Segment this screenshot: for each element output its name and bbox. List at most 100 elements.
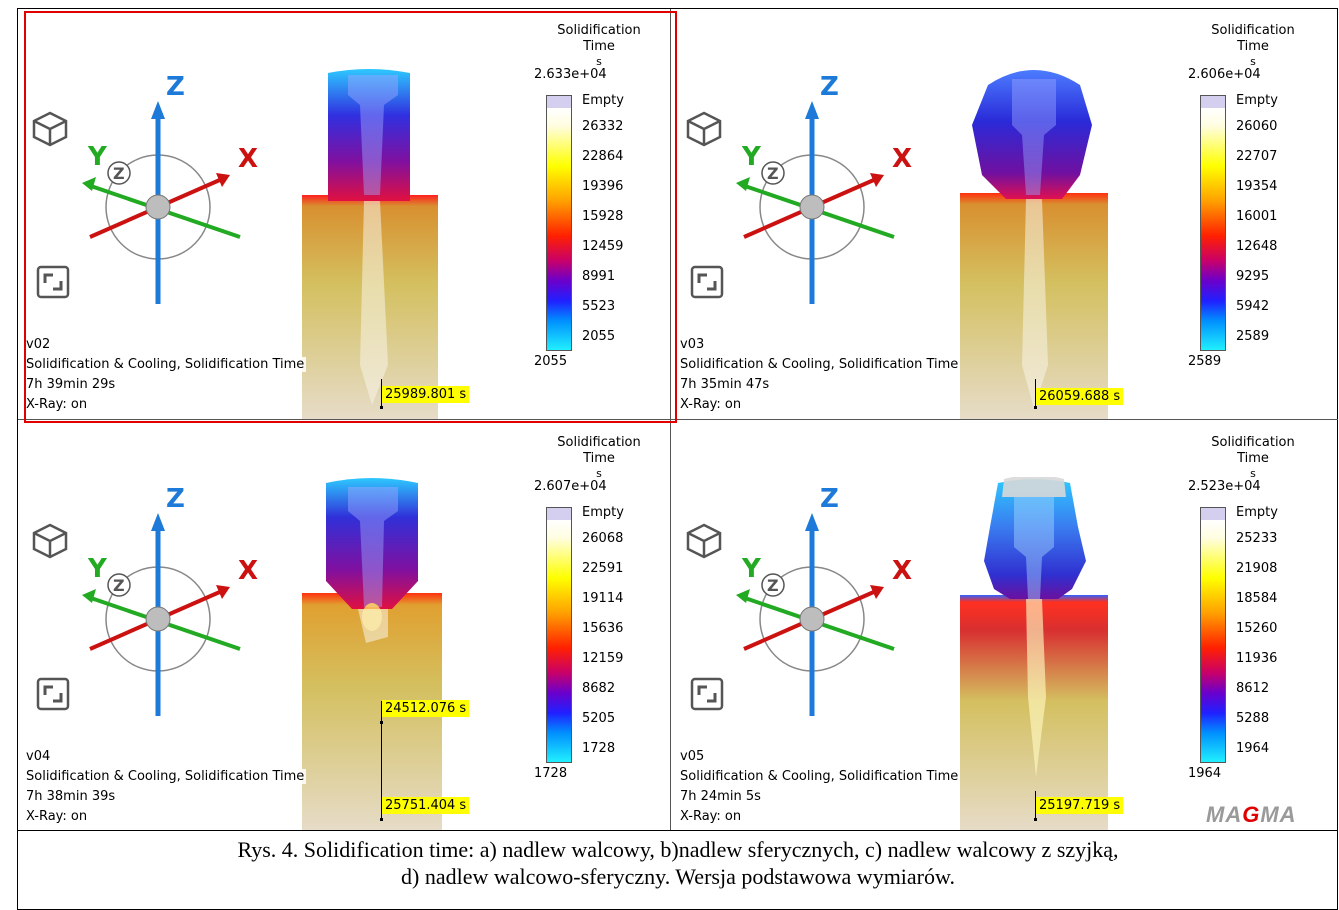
y-axis-label: Y	[87, 142, 108, 172]
z-arrow	[151, 101, 165, 119]
axis-origin-sphere[interactable]	[799, 606, 825, 632]
z-arrow	[805, 513, 819, 531]
riser-top	[1002, 477, 1066, 497]
legend-tick: 19396	[582, 179, 624, 194]
isometric-view-icon[interactable]	[684, 521, 724, 561]
axis-triad[interactable]: Z Z Y X	[18, 421, 318, 721]
casting-model[interactable]	[288, 65, 518, 419]
legend-min: 1964	[1188, 766, 1222, 781]
legend-tick: 26068	[582, 531, 624, 546]
fit-view-icon[interactable]	[36, 677, 70, 711]
legend-empty: Empty	[1236, 93, 1278, 108]
shrinkage-zone	[360, 201, 388, 405]
legend-tick: 12459	[582, 239, 624, 254]
caption-line-1: Rys. 4. Solidification time: a) nadlew w…	[237, 837, 1119, 862]
riser-shape	[326, 478, 418, 609]
viewport-v04[interactable]: Z Z Y X Solidification Time s 2.607e+04 E…	[18, 421, 670, 831]
legend-max: 2.523e+04	[1188, 479, 1261, 494]
xray-label: X-Ray: on	[678, 397, 744, 412]
z-rotate-icon[interactable]	[107, 573, 131, 597]
axis-origin-sphere[interactable]	[145, 606, 171, 632]
probe-point[interactable]	[380, 721, 383, 724]
fit-view-icon[interactable]	[690, 265, 724, 299]
axis-origin-sphere[interactable]	[145, 194, 171, 220]
axis-triad[interactable]: Z Z Y X	[672, 9, 972, 309]
y-axis-label: Y	[87, 554, 108, 584]
probe-value[interactable]: 25751.404 s	[382, 797, 470, 814]
color-scale-bar[interactable]	[546, 507, 572, 763]
legend-tick: 5942	[1236, 299, 1270, 314]
axis-origin-sphere[interactable]	[799, 194, 825, 220]
casting-model[interactable]	[942, 477, 1172, 831]
fit-view-icon[interactable]	[36, 265, 70, 299]
version-label: v05	[678, 749, 707, 764]
z-rotate-icon[interactable]	[107, 161, 131, 185]
fit-view-icon[interactable]	[690, 677, 724, 711]
legend-unit: s	[596, 55, 602, 68]
version-label: v02	[24, 337, 53, 352]
time-label: 7h 39min 29s	[24, 377, 118, 392]
hot-spot-core	[1012, 79, 1056, 195]
isometric-view-icon[interactable]	[30, 521, 70, 561]
legend-tick: 15928	[582, 209, 624, 224]
legend-min: 2589	[1188, 354, 1222, 369]
x-axis-label: X	[238, 144, 258, 174]
axis-triad[interactable]: Z Z Y X	[672, 421, 972, 721]
probe-value[interactable]: 25197.719 s	[1036, 797, 1124, 814]
y-arrow	[736, 589, 750, 603]
module-label: Solidification & Cooling, Solidification…	[678, 769, 961, 784]
y-axis-label: Y	[741, 142, 762, 172]
legend-tick: 12648	[1236, 239, 1278, 254]
legend-empty: Empty	[582, 93, 624, 108]
color-scale-bar[interactable]	[546, 95, 572, 351]
color-scale-bar[interactable]	[1200, 507, 1226, 763]
z-rotate-label: Z	[113, 164, 125, 183]
legend-tick: 8991	[582, 269, 616, 284]
x-axis-label: X	[238, 556, 258, 586]
isometric-view-icon[interactable]	[684, 109, 724, 149]
y-arrow	[82, 589, 96, 603]
legend-title: Solidification Time	[557, 23, 641, 54]
casting-model[interactable]	[942, 65, 1172, 419]
viewport-v05[interactable]: Z Z Y X Solidification Time s 2.523e+04 E…	[672, 421, 1324, 831]
legend-tick: 5523	[582, 299, 616, 314]
viewport-v03[interactable]: Z Z Y X Solidification Time s 2.606e+04 E…	[672, 9, 1324, 419]
legend-tick: 21908	[1236, 561, 1278, 576]
hot-spot-core	[348, 487, 398, 607]
legend-max: 2.607e+04	[534, 479, 607, 494]
legend-tick: 8612	[1236, 681, 1270, 696]
viewport-v02[interactable]: Z Z Y X Solidification Time s 2.633e+04 E…	[18, 9, 670, 419]
legend-unit: s	[596, 467, 602, 480]
x-arrow	[216, 173, 230, 187]
z-rotate-icon[interactable]	[761, 161, 785, 185]
probe-point[interactable]	[380, 818, 383, 821]
legend-tick: 22591	[582, 561, 624, 576]
probe-point[interactable]	[1034, 818, 1037, 821]
probe-point[interactable]	[1034, 406, 1037, 409]
legend-tick: 19114	[582, 591, 624, 606]
legend-tick: 9295	[1236, 269, 1270, 284]
legend-max: 2.606e+04	[1188, 67, 1261, 82]
z-rotate-label: Z	[767, 576, 779, 595]
isometric-view-icon[interactable]	[30, 109, 70, 149]
axis-triad[interactable]: Z Z Y X	[18, 9, 318, 309]
x-arrow	[216, 585, 230, 599]
module-label: Solidification & Cooling, Solidification…	[24, 357, 307, 372]
version-label: v03	[678, 337, 707, 352]
y-arrow	[82, 177, 96, 191]
z-rotate-label: Z	[113, 576, 125, 595]
legend-title: Solidification Time	[557, 435, 641, 466]
color-scale-bar[interactable]	[1200, 95, 1226, 351]
probe-value[interactable]: 24512.076 s	[382, 700, 470, 717]
legend-tick: 11936	[1236, 651, 1278, 666]
module-label: Solidification & Cooling, Solidification…	[24, 769, 307, 784]
casting-model[interactable]	[288, 477, 518, 831]
legend-tick: 1964	[1236, 741, 1270, 756]
x-axis-label: X	[892, 556, 912, 586]
probe-value[interactable]: 25989.801 s	[382, 386, 470, 403]
probe-value[interactable]: 26059.688 s	[1036, 388, 1124, 405]
probe-line	[1035, 791, 1036, 819]
legend-tick: 15260	[1236, 621, 1278, 636]
z-rotate-icon[interactable]	[761, 573, 785, 597]
probe-point[interactable]	[380, 406, 383, 409]
